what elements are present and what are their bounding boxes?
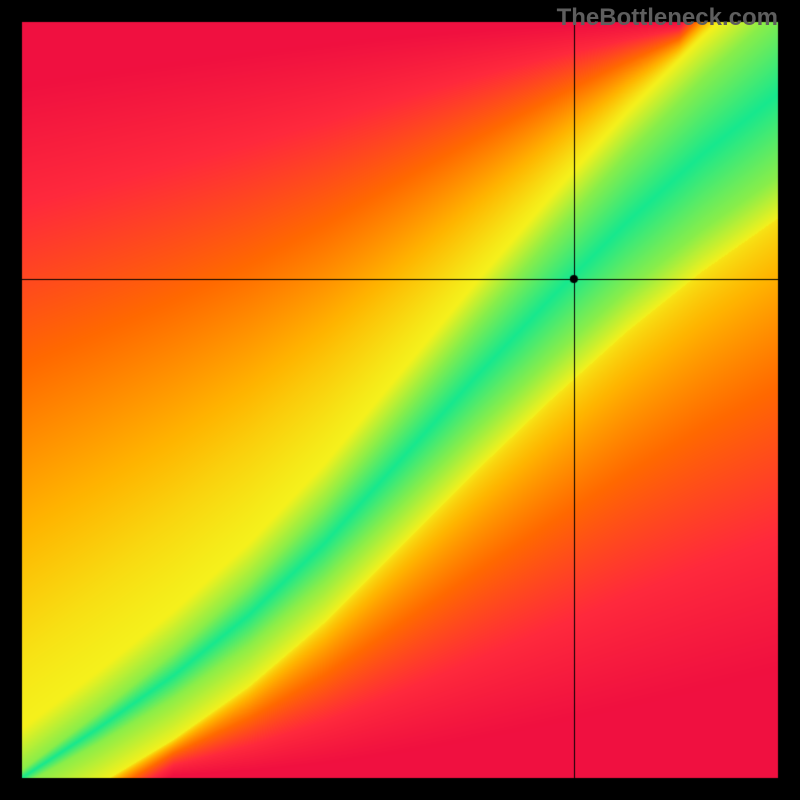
heatmap-canvas bbox=[0, 0, 800, 800]
watermark-text: TheBottleneck.com bbox=[557, 4, 778, 32]
chart-container: TheBottleneck.com bbox=[0, 0, 800, 800]
